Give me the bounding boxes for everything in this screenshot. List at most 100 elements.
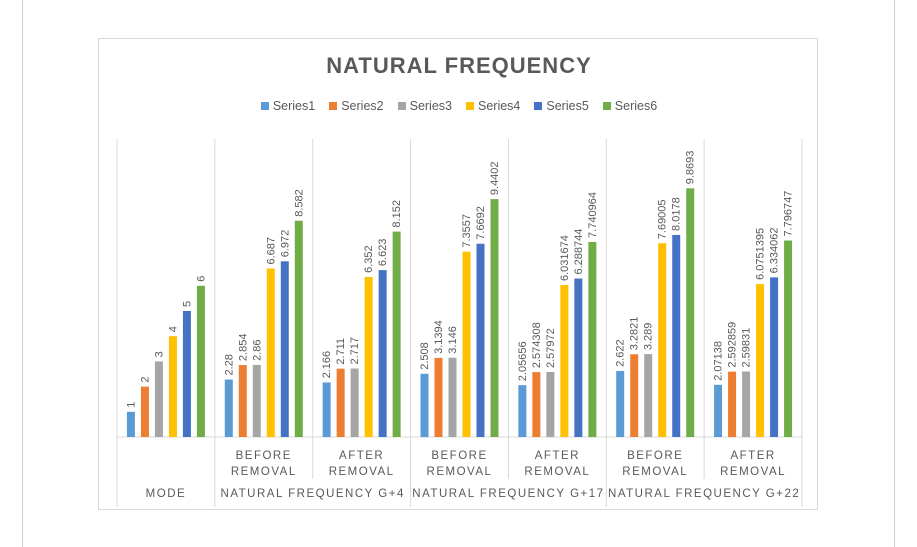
legend-label: Series6 xyxy=(614,99,658,113)
bar-series6 xyxy=(588,241,597,437)
legend-item-series6: Series6 xyxy=(602,99,658,113)
data-label: 6.288744 xyxy=(573,229,585,275)
category-label: BEFORE xyxy=(236,450,292,462)
bar-series5 xyxy=(574,278,583,437)
bar-series4 xyxy=(266,268,275,437)
data-label: 4 xyxy=(167,326,179,332)
data-label: 2.166 xyxy=(321,351,333,379)
data-label: 7.796747 xyxy=(783,191,795,237)
data-label: 3 xyxy=(153,351,165,357)
data-label: 8.152 xyxy=(391,200,403,228)
bar-series1 xyxy=(616,370,625,437)
category-label: BEFORE xyxy=(627,450,683,462)
data-label: 7.6692 xyxy=(475,206,487,240)
bar-series5 xyxy=(770,277,779,437)
data-label: 2.854 xyxy=(237,334,249,362)
data-label: 2.57972 xyxy=(545,328,557,368)
legend-swatch xyxy=(466,102,474,110)
chart-plot: 1 2 3 4 5 6 2.282.854 2.86 6.687 6.972 8.582 BEFORE… xyxy=(116,139,803,507)
bar-series3 xyxy=(742,371,751,437)
legend-swatch xyxy=(260,102,269,110)
data-label: 2.59831 xyxy=(741,328,753,368)
category-label: REMOVAL xyxy=(329,466,395,478)
data-label: 3.289 xyxy=(643,323,655,351)
legend-item-series3: Series3 xyxy=(397,99,452,113)
bar-series4 xyxy=(462,251,471,437)
data-label: 3.146 xyxy=(447,326,459,354)
bar-series4 xyxy=(560,285,569,437)
data-label: 7.3557 xyxy=(461,214,473,248)
bar-series6 xyxy=(686,188,695,437)
data-label: 6.334062 xyxy=(769,227,781,273)
data-label: 7.740964 xyxy=(587,192,599,238)
legend: Series1 Series2 Series3 Series4 Series5 Serie… xyxy=(99,99,819,113)
group-label: NATURAL FREQUENCY G+22 xyxy=(608,488,800,500)
bar-series2 xyxy=(630,354,639,437)
bar-series1 xyxy=(224,379,233,437)
legend-item-series5: Series5 xyxy=(534,99,589,113)
data-label: 3.1394 xyxy=(433,320,445,354)
bar-series5 xyxy=(476,243,485,437)
bar-series6 xyxy=(392,231,401,437)
bar-series6 xyxy=(196,285,205,437)
data-label: 8.582 xyxy=(293,189,305,217)
legend-swatch xyxy=(602,102,611,110)
data-label: 2.86 xyxy=(251,340,263,361)
data-label: 2.711 xyxy=(335,338,347,365)
bar-series6 xyxy=(784,240,793,437)
data-label: 2.28 xyxy=(223,354,235,375)
data-label: 6.0751395 xyxy=(755,228,767,280)
bar-series4 xyxy=(364,276,373,437)
bar-series1 xyxy=(420,373,429,437)
category-label: AFTER xyxy=(535,450,580,462)
data-label: 6.687 xyxy=(265,237,277,265)
data-label: 2.717 xyxy=(349,337,361,365)
data-label: 6.972 xyxy=(279,230,291,258)
legend-label: Series2 xyxy=(341,99,384,113)
bar-series5 xyxy=(182,311,191,437)
bar-series5 xyxy=(280,261,289,437)
data-label: 8.0178 xyxy=(671,197,683,231)
legend-item-series1: Series1 xyxy=(260,99,315,113)
bar-series2 xyxy=(532,372,541,437)
data-label: 5 xyxy=(181,301,193,307)
category-label: REMOVAL xyxy=(622,466,688,478)
bar-series2 xyxy=(336,368,345,437)
chart-area: NATURAL FREQUENCY Series1 Series2 Series3 S… xyxy=(98,38,818,510)
data-label: 9.4402 xyxy=(489,161,501,195)
legend-item-series4: Series4 xyxy=(466,99,520,113)
chart-title: NATURAL FREQUENCY xyxy=(326,53,592,78)
data-label: 2 xyxy=(139,376,151,382)
bar-series6 xyxy=(294,220,303,437)
data-label: 2.05656 xyxy=(517,341,529,381)
bar-series1 xyxy=(714,384,723,437)
bar-series2 xyxy=(238,365,247,437)
bar-series3 xyxy=(448,357,457,437)
category-label: BEFORE xyxy=(431,450,487,462)
bar-series4 xyxy=(658,243,667,437)
data-label: 2.622 xyxy=(615,339,627,367)
data-label: 2.592859 xyxy=(727,322,739,368)
data-label: 3.2821 xyxy=(629,317,641,351)
bar-series6 xyxy=(490,199,499,437)
bar-series1 xyxy=(126,411,135,437)
bar-series3 xyxy=(252,364,261,437)
bar-series2 xyxy=(728,371,737,437)
legend-item-series2: Series2 xyxy=(329,99,384,113)
data-label: 2.07138 xyxy=(713,341,725,381)
category-label: AFTER xyxy=(730,450,775,462)
data-label: 1 xyxy=(125,402,137,408)
bar-series3 xyxy=(154,361,163,437)
bar-series5 xyxy=(378,270,387,437)
bar-series2 xyxy=(434,357,443,437)
bar-series3 xyxy=(350,368,359,437)
group-label: MODE xyxy=(146,488,187,500)
legend-label: Series5 xyxy=(546,99,589,113)
data-label: 6.352 xyxy=(363,245,375,273)
legend-swatch xyxy=(534,102,543,110)
bar-series4 xyxy=(168,336,177,437)
bar-series1 xyxy=(518,385,527,437)
bar-series3 xyxy=(644,354,653,437)
data-label: 7.69005 xyxy=(657,199,669,239)
page-left-margin-line xyxy=(22,0,23,547)
